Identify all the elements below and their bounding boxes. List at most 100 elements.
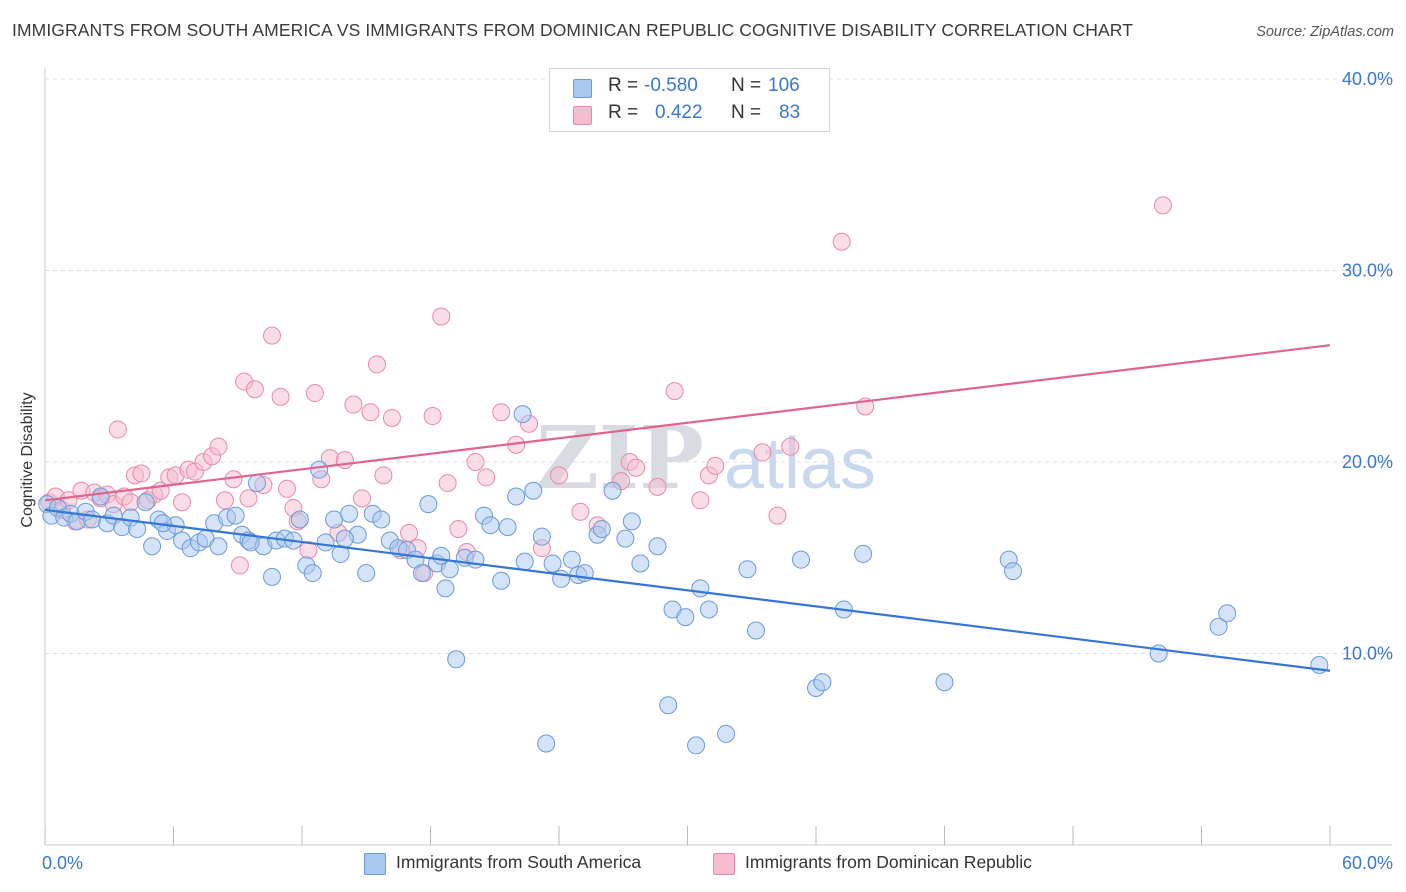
data-point-dominican-republic: [367, 355, 386, 374]
legend-n-label: N =: [731, 75, 762, 96]
y-tick-label: 40.0%: [1342, 69, 1393, 89]
data-point-south-america: [432, 546, 451, 565]
legend-swatch-pink: [573, 106, 592, 125]
data-point-dominican-republic: [400, 523, 419, 542]
data-point-dominican-republic: [648, 477, 667, 496]
data-point-south-america: [492, 571, 511, 590]
data-point-south-america: [209, 537, 228, 556]
data-point-dominican-republic: [571, 502, 590, 521]
watermark-atlas: atlas: [724, 424, 876, 504]
data-point-south-america: [524, 481, 543, 500]
data-point-south-america: [447, 650, 466, 669]
data-point-dominican-republic: [466, 453, 485, 471]
trend-lines: [44, 344, 1331, 672]
data-point-dominican-republic: [361, 403, 380, 422]
data-point-dominican-republic: [209, 437, 228, 456]
data-point-dominican-republic: [382, 408, 401, 427]
data-point-south-america: [340, 504, 359, 523]
data-point-south-america: [792, 550, 811, 569]
data-point-dominican-republic: [173, 493, 192, 512]
data-point-south-america: [687, 736, 706, 755]
y-tick-label: 10.0%: [1342, 644, 1393, 664]
data-point-south-america: [372, 510, 391, 529]
data-point-dominican-republic: [132, 464, 151, 483]
data-point-south-america: [143, 537, 162, 556]
bottom-legend-label: Immigrants from Dominican Republic: [745, 852, 1032, 872]
data-point-south-america: [648, 537, 667, 556]
data-point-dominican-republic: [245, 380, 264, 399]
data-point-south-america: [310, 460, 329, 479]
data-point-dominican-republic: [781, 437, 800, 456]
axes: [44, 68, 1392, 846]
data-point-south-america: [513, 405, 532, 424]
data-point-south-america: [747, 621, 766, 640]
source-credit: Source: ZipAtlas.com: [1256, 24, 1394, 40]
data-point-south-america: [91, 487, 110, 506]
data-point-dominican-republic: [239, 489, 258, 508]
data-point-dominican-republic: [832, 232, 851, 251]
data-point-south-america: [136, 493, 155, 512]
data-point-dominican-republic: [449, 520, 468, 539]
data-point-dominican-republic: [271, 387, 290, 406]
legend-n-label: N =: [731, 102, 762, 123]
data-point-south-america: [263, 567, 282, 586]
legend-n-value: 83: [779, 102, 801, 123]
bottom-legend-dominican-republic: Immigrants from Dominican Republic: [713, 852, 1093, 876]
data-point-south-america: [515, 552, 534, 571]
legend-n-value: 106: [768, 75, 800, 96]
data-point-dominican-republic: [335, 451, 354, 470]
data-point-dominican-republic: [108, 420, 127, 439]
legend-r-label: R =: [608, 102, 639, 123]
data-point-dominican-republic: [1153, 196, 1172, 215]
data-point-south-america: [498, 518, 517, 537]
data-point-south-america: [335, 529, 354, 548]
data-point-dominican-republic: [432, 307, 451, 326]
data-point-south-america: [1004, 562, 1023, 581]
bottom-legend-label: Immigrants from South America: [396, 852, 642, 872]
data-point-south-america: [631, 554, 650, 573]
data-point-south-america: [659, 696, 678, 715]
chart-title: IMMIGRANTS FROM SOUTH AMERICA VS IMMIGRA…: [12, 20, 1133, 40]
stats-legend: R = -0.580 N = 106 R = 0.422 N = 83: [549, 68, 830, 132]
data-point-dominican-republic: [691, 491, 710, 510]
data-point-dominican-republic: [665, 382, 684, 401]
data-point-south-america: [717, 724, 736, 743]
data-point-dominican-republic: [278, 479, 297, 498]
trend-line-south-america: [44, 508, 1331, 672]
data-point-south-america: [537, 734, 556, 753]
data-point-south-america: [738, 560, 757, 579]
data-point-south-america: [1218, 604, 1237, 623]
bottom-legend-swatch-blue: [364, 853, 386, 875]
data-point-south-america: [622, 512, 641, 531]
data-point-dominican-republic: [768, 506, 787, 525]
data-point-south-america: [83, 510, 102, 529]
data-point-south-america: [603, 481, 622, 500]
y-tick-label: 30.0%: [1342, 261, 1393, 281]
data-point-south-america: [507, 487, 526, 506]
legend-swatch-blue: [573, 79, 592, 98]
data-point-south-america: [481, 516, 500, 535]
data-point-dominican-republic: [230, 556, 249, 575]
data-point-south-america: [543, 554, 562, 573]
data-point-south-america: [325, 510, 344, 529]
x-tick-label: 60.0%: [1342, 853, 1393, 873]
trend-line-dominican-republic: [44, 344, 1331, 502]
data-point-south-america: [248, 474, 267, 493]
data-point-dominican-republic: [374, 466, 393, 485]
data-point-dominican-republic: [492, 403, 511, 422]
data-point-dominican-republic: [438, 474, 457, 493]
bottom-legend-south-america: Immigrants from South America: [364, 852, 694, 876]
data-point-south-america: [419, 495, 438, 514]
legend-row-dominican-republic: R = 0.422 N = 83: [550, 102, 829, 128]
data-point-south-america: [412, 564, 431, 583]
data-point-dominican-republic: [305, 384, 324, 403]
data-point-south-america: [562, 550, 581, 569]
tick-labels: 10.0% 20.0% 30.0% 40.0% 0.0% 60.0%: [42, 69, 1393, 873]
data-point-dominican-republic: [550, 466, 568, 485]
data-point-south-america: [676, 608, 695, 627]
x-tick-label: 0.0%: [42, 853, 83, 873]
legend-r-label: R =: [608, 75, 639, 96]
data-point-south-america: [316, 533, 335, 552]
data-point-south-america: [532, 527, 551, 546]
